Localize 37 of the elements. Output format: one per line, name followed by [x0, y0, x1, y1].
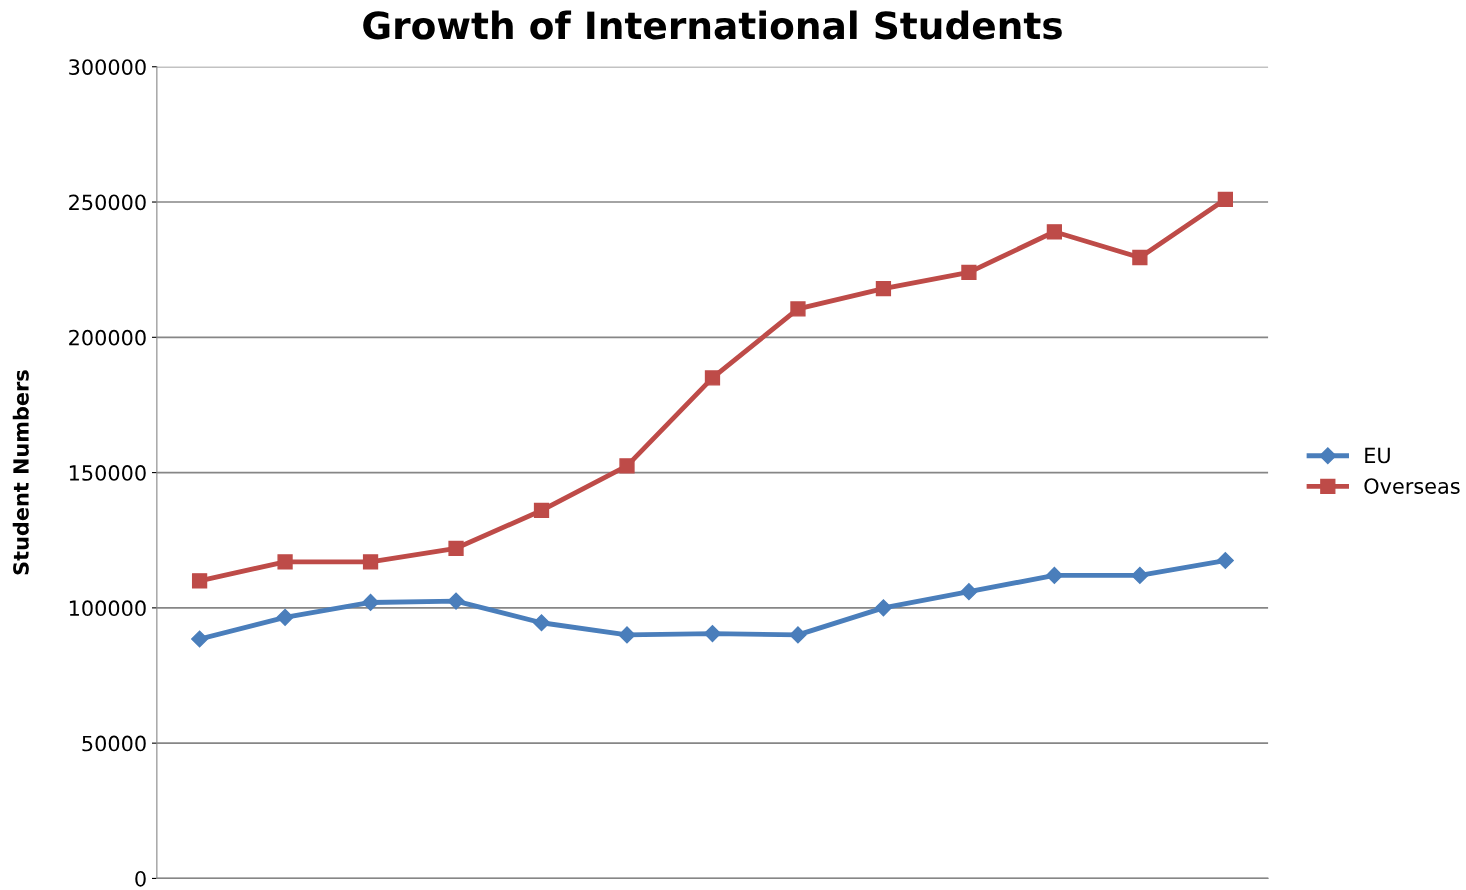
y-axis-title: Student Numbers [12, 370, 29, 575]
y-tick-label: 50000 [82, 735, 146, 752]
point [448, 540, 464, 556]
y-tick-label: 300000 [69, 59, 146, 75]
y-tick-label: 0 [135, 870, 146, 887]
point [277, 554, 293, 570]
chart-title: Growth of International Students [363, 10, 1062, 40]
point [532, 614, 551, 632]
point [1045, 566, 1063, 584]
y-tick-label: 250000 [69, 194, 146, 211]
legend-label: Overseas [1364, 478, 1460, 494]
point [704, 370, 721, 386]
y-tick-label: 200000 [69, 329, 146, 346]
point [362, 593, 380, 612]
point [874, 599, 892, 617]
legend-label: EU [1365, 447, 1390, 464]
point [619, 458, 635, 474]
point [362, 554, 379, 570]
point [790, 301, 806, 317]
point [1216, 551, 1234, 570]
point [789, 626, 807, 644]
point [191, 573, 208, 589]
point [875, 280, 892, 297]
point [533, 502, 550, 519]
point [276, 608, 294, 626]
point [1131, 566, 1149, 584]
point [961, 264, 977, 281]
point [1132, 249, 1148, 266]
y-tick-label: 100000 [69, 600, 146, 617]
point [191, 630, 209, 648]
point [447, 592, 465, 610]
y-tick-label: 150000 [69, 465, 146, 481]
point [703, 625, 722, 643]
point [618, 626, 636, 644]
point [960, 583, 978, 601]
point [1046, 224, 1063, 240]
point [1217, 191, 1233, 207]
